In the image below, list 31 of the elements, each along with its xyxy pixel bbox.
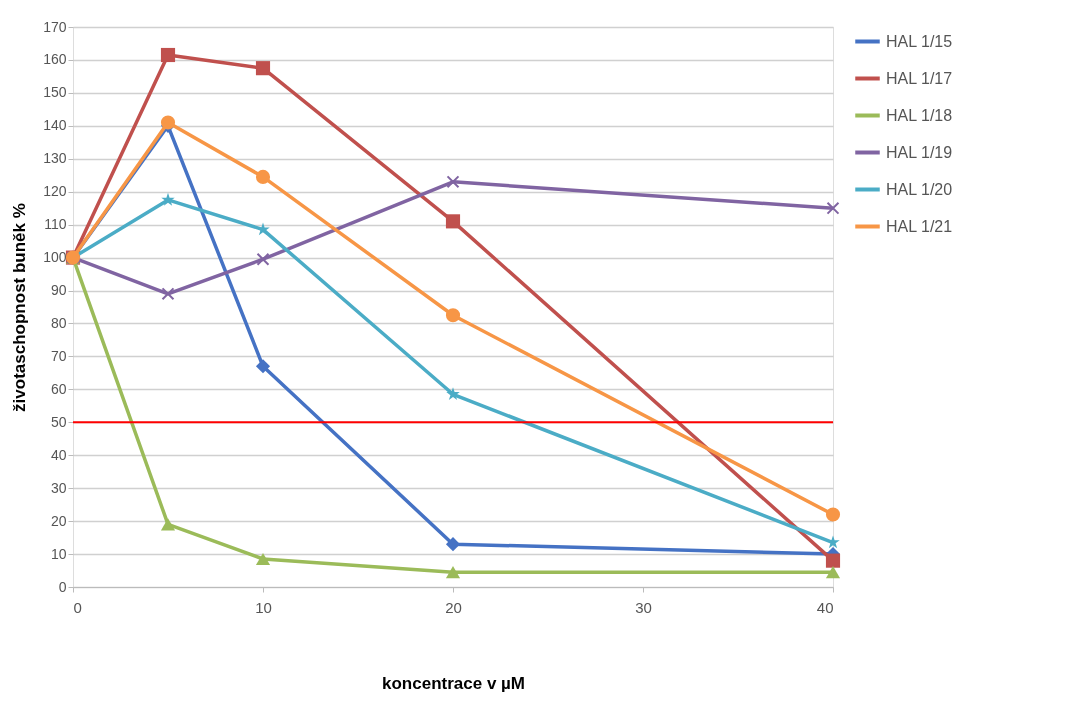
y-axis-title: životaschopnost buněk % <box>10 203 30 412</box>
legend-label: HAL 1/15 <box>886 32 953 50</box>
x-tick-label: 30 <box>635 598 652 616</box>
x-tick-label: 0 <box>73 598 82 616</box>
y-tick-label: 100 <box>43 249 67 266</box>
y-tick-label: 60 <box>50 380 67 397</box>
legend-label: HAL 1/19 <box>886 143 953 161</box>
y-tick-label: 80 <box>50 314 67 331</box>
x-tick-label: 40 <box>816 598 834 616</box>
y-tick-label: 140 <box>43 117 67 134</box>
y-tick-label: 20 <box>50 512 67 529</box>
y-tick-label: 0 <box>58 578 67 595</box>
legend-label: HAL 1/20 <box>886 180 953 198</box>
y-tick-label: 130 <box>43 150 67 167</box>
y-tick-label: 30 <box>50 479 67 496</box>
legend-label: HAL 1/18 <box>886 106 953 124</box>
x-axis-title: koncentrace v µM <box>381 673 526 693</box>
y-tick-label: 70 <box>50 347 67 364</box>
y-tick-label: 110 <box>44 216 67 233</box>
y-tick-label: 120 <box>43 183 67 200</box>
y-tick-label: 170 <box>43 18 67 35</box>
y-tick-label: 160 <box>43 51 67 68</box>
y-tick-label: 90 <box>50 282 67 299</box>
legend-label: HAL 1/21 <box>886 217 953 235</box>
y-tick-label: 40 <box>50 446 67 463</box>
x-tick-label: 10 <box>255 598 272 616</box>
y-tick-label: 150 <box>43 84 67 101</box>
y-tick-label: 10 <box>50 545 67 562</box>
y-tick-label: 50 <box>50 413 67 430</box>
legend-label: HAL 1/17 <box>886 69 953 87</box>
x-tick-label: 20 <box>445 598 462 616</box>
